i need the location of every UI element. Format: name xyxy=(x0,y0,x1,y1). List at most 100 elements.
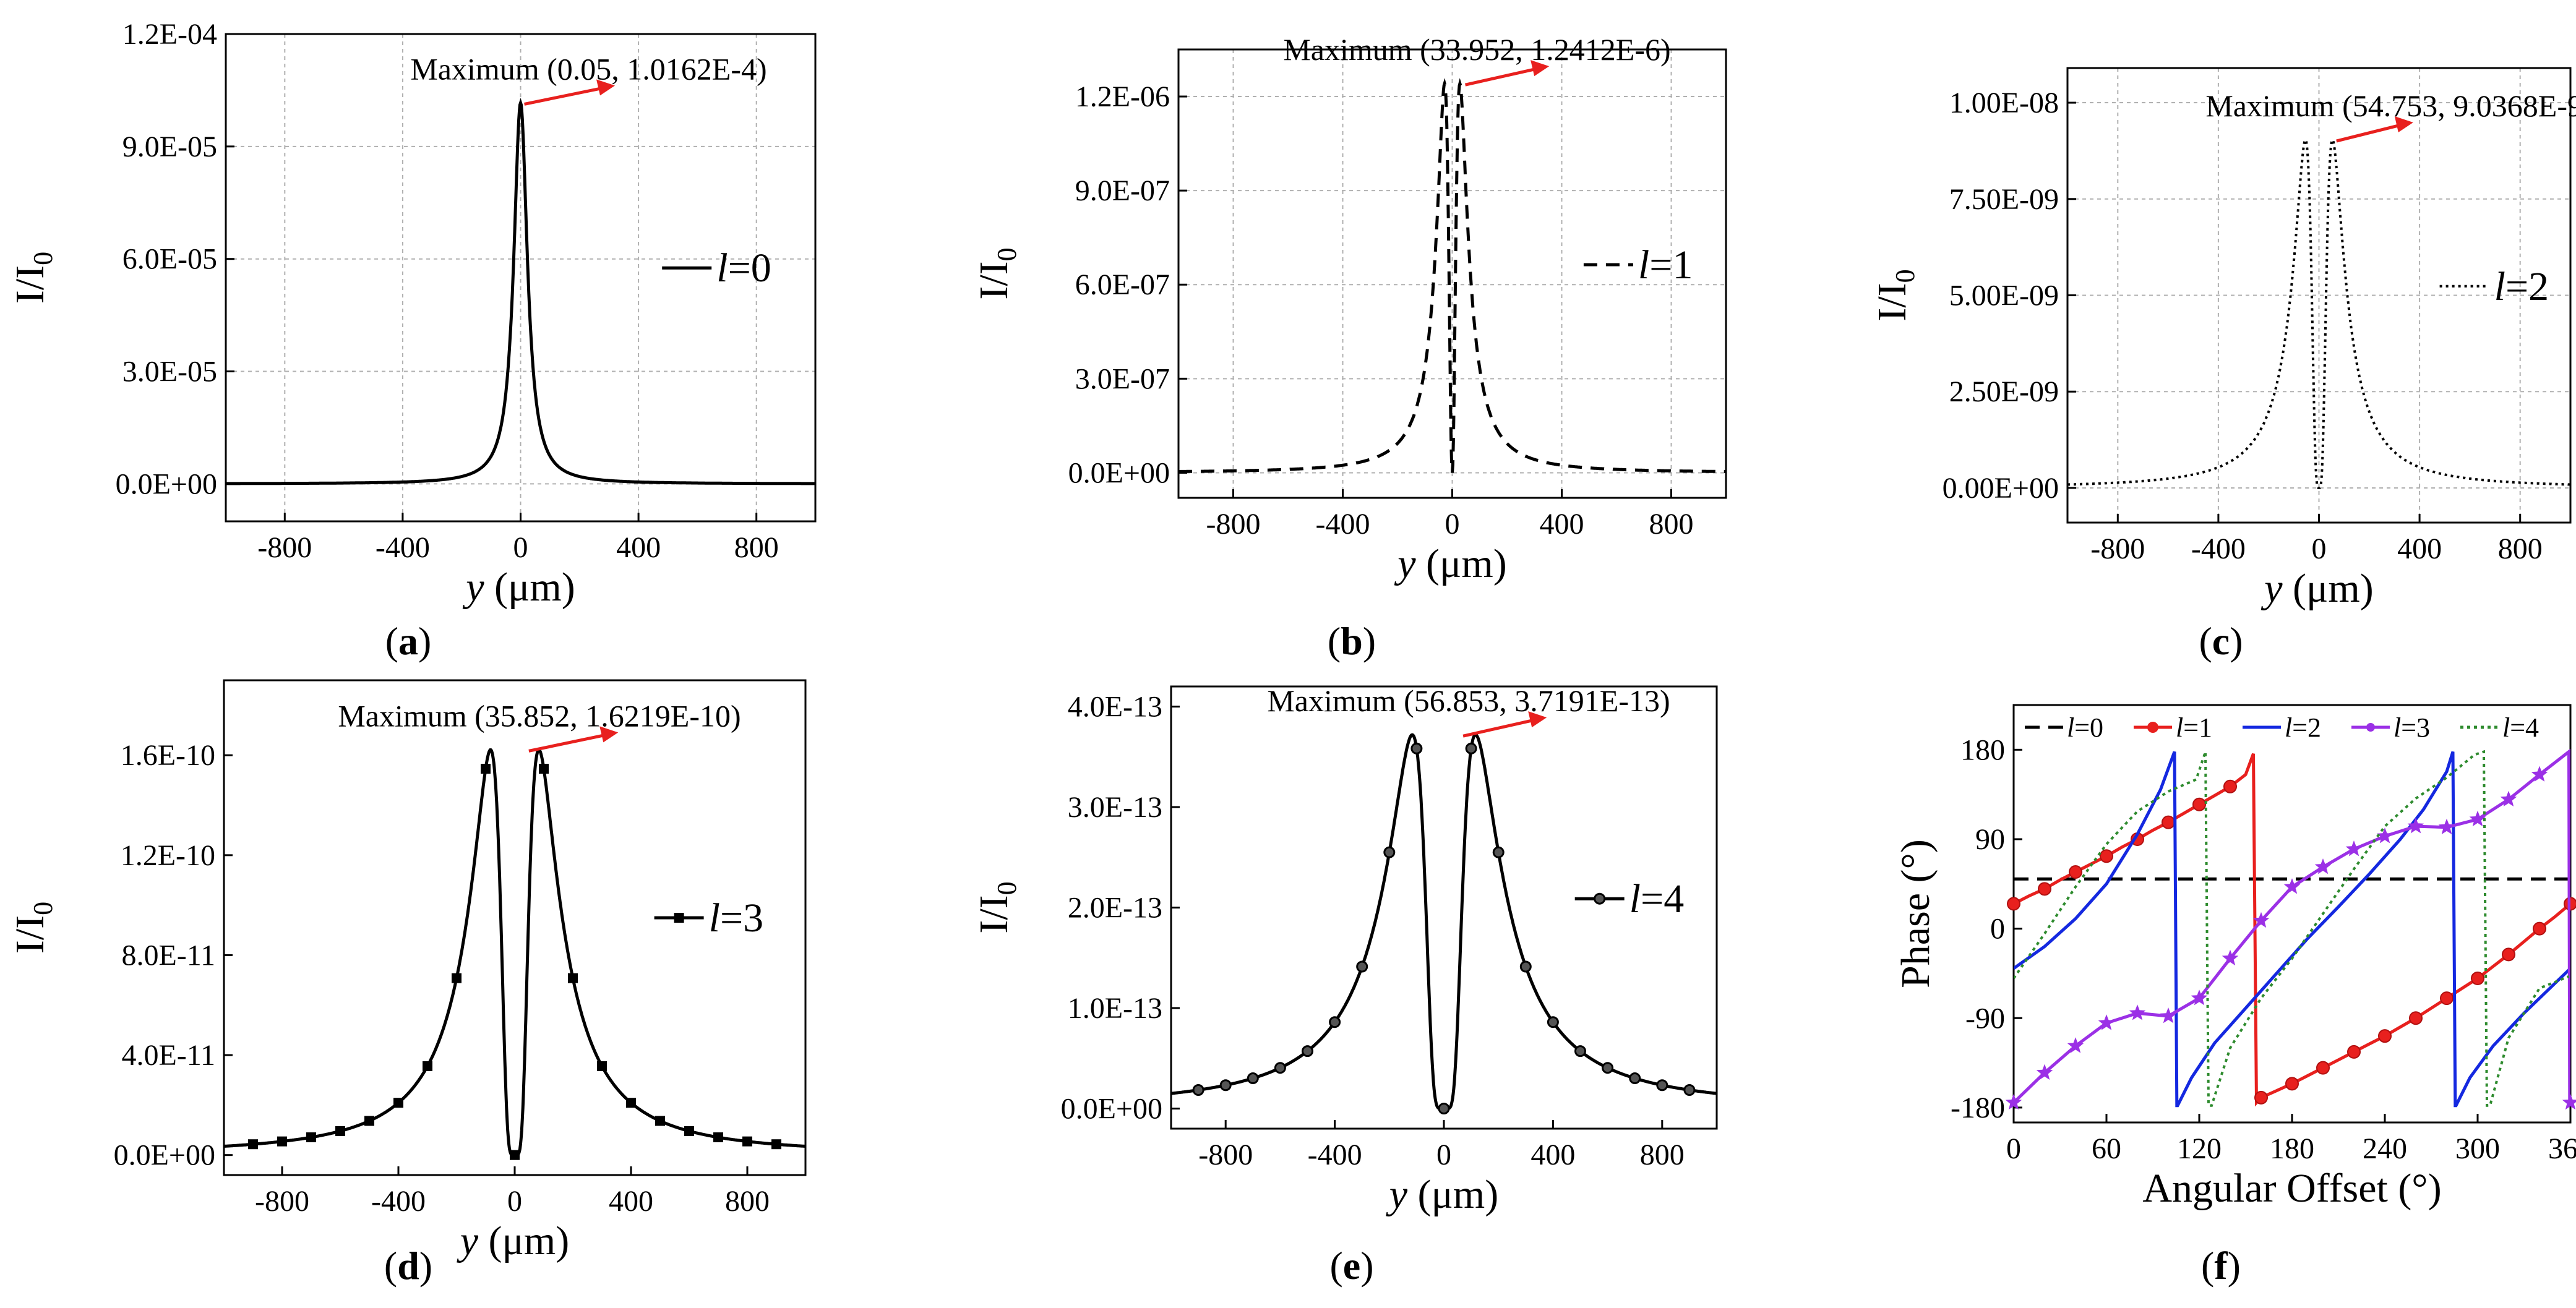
panel-caption: (f) xyxy=(2201,1244,2241,1288)
data-marker xyxy=(1356,960,1368,973)
y-tick-label: 3.0E-05 xyxy=(122,356,217,388)
data-marker xyxy=(2500,790,2517,806)
data-marker xyxy=(568,973,578,983)
y-tick-label: 1.2E-06 xyxy=(1075,80,1170,113)
legend-marker xyxy=(2366,723,2375,732)
series-line-l2 xyxy=(2014,751,2570,1108)
legend-label: l=4 xyxy=(1629,876,1685,921)
legend-marker xyxy=(1594,892,1606,905)
caption-letter: c xyxy=(2212,619,2230,663)
data-marker xyxy=(2098,1014,2115,1030)
curve-l=1 xyxy=(1179,78,1726,473)
data-marker xyxy=(626,1098,636,1108)
annotation-arrowhead xyxy=(1528,711,1547,728)
curve-l=0 xyxy=(226,98,815,485)
data-marker xyxy=(771,1139,781,1150)
plot-frame xyxy=(2012,704,2572,1124)
annotation-arrowhead xyxy=(599,726,619,743)
data-marker xyxy=(2345,840,2363,857)
annotation-text: Maximum (33.952, 1.2412E-6) xyxy=(1283,32,1670,67)
data-marker xyxy=(2162,815,2175,829)
annotation-arrow xyxy=(1464,67,1537,87)
y-tick-label: 0.0E+00 xyxy=(114,1139,215,1172)
data-marker xyxy=(1683,1084,1696,1096)
legend-label: l=0 xyxy=(2067,712,2103,743)
x-tick-label: 800 xyxy=(2498,532,2543,565)
data-marker xyxy=(684,1126,694,1136)
y-tick-label: 0.0E+00 xyxy=(1068,456,1170,489)
data-marker xyxy=(1302,1045,1313,1058)
data-marker xyxy=(1519,960,1532,973)
x-tick-label: -800 xyxy=(255,1185,309,1218)
annotation-arrow xyxy=(1462,718,1535,738)
y-tick-label: 3.0E-07 xyxy=(1075,362,1170,395)
legend-label: l=1 xyxy=(2176,712,2212,743)
annotation-text: Maximum (56.853, 3.7191E-13) xyxy=(1267,683,1670,718)
data-marker xyxy=(248,1139,258,1150)
data-marker xyxy=(1629,1072,1641,1085)
caption-letter: b xyxy=(1341,619,1363,663)
data-marker xyxy=(2254,1090,2268,1105)
data-marker xyxy=(1465,742,1477,754)
data-marker xyxy=(2192,797,2206,811)
y-tick-label: 180 xyxy=(1960,733,2005,766)
panel-caption: (a) xyxy=(385,619,432,663)
caption-letter: a xyxy=(398,619,418,663)
x-tick-label: 800 xyxy=(1640,1139,1685,1171)
data-marker xyxy=(742,1136,752,1147)
data-marker xyxy=(2283,878,2301,894)
y-tick-label: 3.0E-13 xyxy=(1068,791,1162,824)
panel-f: 0 60 120 180 240 300 360 -180 -90 0 90 180 (f) Angula… xyxy=(1893,704,2576,1288)
legend-label: l=2 xyxy=(2494,264,2549,309)
y-axis-label: I/I0 xyxy=(971,881,1022,933)
y-tick-label: 1.6E-10 xyxy=(121,739,215,772)
x-axis-label: y (μm) xyxy=(1394,541,1506,586)
x-tick-label: 360 xyxy=(2548,1132,2576,1165)
data-marker xyxy=(510,1150,520,1160)
x-axis-label: y (μm) xyxy=(462,565,575,610)
y-tick-label: 4.0E-13 xyxy=(1068,691,1162,724)
data-marker xyxy=(2316,1061,2330,1075)
y-axis-label: Phase (°) xyxy=(1893,839,1938,988)
x-tick-label: -400 xyxy=(2191,532,2246,565)
data-marker xyxy=(364,1116,374,1126)
y-tick-label: 6.0E-05 xyxy=(122,243,217,276)
data-marker xyxy=(2285,1077,2299,1091)
annotation-text: Maximum (54.753, 9.0368E-9) xyxy=(2205,88,2576,123)
x-tick-label: 0 xyxy=(513,531,528,564)
data-marker xyxy=(2376,827,2394,844)
x-tick-label: 800 xyxy=(734,531,779,564)
data-marker xyxy=(1410,742,1423,754)
x-tick-label: 240 xyxy=(2363,1132,2407,1165)
legend-label: l=3 xyxy=(709,896,764,941)
panel-b: -800 -400 0 400 800 0.0E+00 3.0E-07 6.0E-07 9.0E… xyxy=(971,32,1727,663)
data-marker xyxy=(335,1126,345,1136)
data-marker xyxy=(2067,1037,2084,1053)
caption-letter: f xyxy=(2214,1244,2228,1288)
x-tick-label: 800 xyxy=(725,1185,770,1218)
data-marker xyxy=(1656,1079,1668,1092)
data-marker xyxy=(2347,1045,2361,1059)
y-tick-label: 9.0E-07 xyxy=(1075,174,1170,207)
data-marker xyxy=(1492,846,1505,858)
caption-letter: e xyxy=(1343,1244,1360,1288)
y-tick-label: 0.00E+00 xyxy=(1943,472,2059,505)
y-tick-label: -90 xyxy=(1965,1002,2005,1035)
x-tick-label: 400 xyxy=(1531,1139,1575,1171)
y-axis-label: I/I0 xyxy=(7,902,58,954)
data-marker xyxy=(2069,865,2082,879)
data-marker xyxy=(2407,818,2424,834)
data-marker xyxy=(2502,947,2515,962)
x-tick-label: -800 xyxy=(1206,508,1261,541)
y-tick-label: 0.0E+00 xyxy=(1061,1093,1162,1126)
data-marker xyxy=(1438,1103,1450,1114)
data-marker xyxy=(2191,990,2208,1006)
x-tick-label: 60 xyxy=(2092,1132,2121,1165)
annotation-text: Maximum (35.852, 1.6219E-10) xyxy=(338,698,741,733)
data-marker xyxy=(2409,1011,2423,1025)
x-axis-label: Angular Offset (°) xyxy=(2142,1166,2441,1211)
panel-caption: (d) xyxy=(384,1244,432,1288)
y-tick-label: -180 xyxy=(1951,1092,2005,1124)
data-marker xyxy=(655,1116,665,1126)
x-tick-label: 800 xyxy=(1649,508,1694,541)
